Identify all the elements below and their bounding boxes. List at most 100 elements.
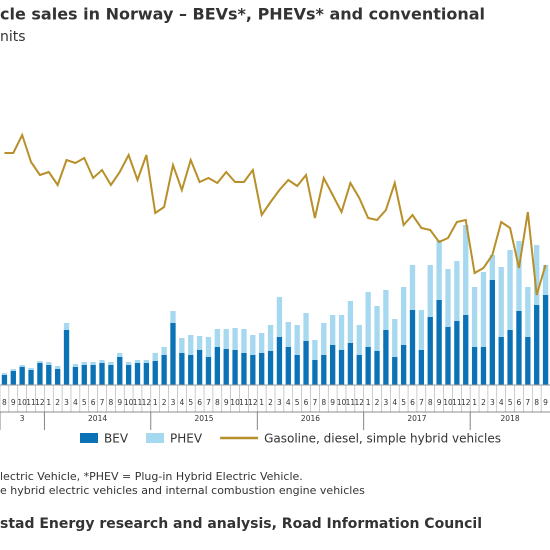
bar: [72, 367, 79, 385]
bar: [303, 313, 309, 341]
bar: [365, 347, 371, 385]
bar: [427, 317, 433, 385]
bar: [90, 365, 96, 385]
x-tick-label: 10: [443, 398, 453, 407]
bar: [427, 265, 433, 317]
x-tick-label: 6: [517, 398, 522, 407]
x-tick-label: 4: [286, 398, 291, 407]
bar: [196, 350, 203, 385]
bar: [330, 345, 336, 385]
bar: [409, 265, 416, 310]
footnote: lectric Vehicle, *PHEV = Plug-in Hybrid …: [0, 470, 303, 483]
x-tick-label: 8: [321, 398, 326, 407]
bar: [241, 353, 247, 385]
x-tick-label: 12: [142, 398, 152, 407]
bar: [480, 272, 487, 347]
bar: [285, 322, 291, 347]
bar: [117, 353, 123, 357]
x-tick-label: 8: [428, 398, 433, 407]
x-tick-label: 4: [73, 398, 78, 407]
bar: [276, 337, 283, 385]
bar: [205, 357, 212, 385]
bar: [161, 355, 167, 385]
x-tick-label: 8: [215, 398, 220, 407]
bar: [214, 347, 220, 385]
legend-label: BEV: [104, 432, 129, 446]
bar: [525, 337, 531, 385]
bar: [418, 350, 425, 385]
bar: [134, 360, 141, 363]
bar: [72, 364, 79, 367]
bar: [232, 328, 238, 350]
bar: [392, 319, 398, 357]
bar: [241, 329, 247, 353]
bar: [534, 305, 540, 385]
x-tick-label: 6: [304, 398, 309, 407]
bar: [542, 295, 549, 385]
x-tick-label: 12: [248, 398, 258, 407]
x-tick-label: 9: [543, 398, 548, 407]
legend-swatch: [80, 433, 98, 443]
bar: [63, 323, 70, 330]
bar: [81, 362, 87, 365]
bar: [170, 323, 176, 385]
bar: [516, 311, 522, 385]
x-tick-label: 6: [197, 398, 202, 407]
x-tick-label: 11: [452, 398, 462, 407]
bar: [179, 353, 185, 385]
bar: [516, 241, 522, 311]
bar: [28, 370, 34, 385]
bar: [90, 362, 96, 365]
bar: [10, 371, 16, 385]
x-tick-label: 10: [230, 398, 240, 407]
bar: [365, 292, 371, 347]
bar: [330, 315, 336, 345]
x-tick-label: 5: [401, 398, 406, 407]
x-tick-label: 7: [206, 398, 211, 407]
bar: [409, 310, 416, 385]
bar: [1, 375, 8, 385]
x-tick-label: 4: [392, 398, 397, 407]
bar: [338, 315, 345, 350]
bar: [108, 362, 114, 365]
x-tick-label: 10: [17, 398, 27, 407]
x-tick-label: 1: [153, 398, 158, 407]
legend-label: Gasoline, diesel, simple hybrid vehicles: [264, 432, 501, 446]
bar: [125, 365, 132, 385]
bar: [338, 350, 345, 385]
bar: [445, 327, 451, 385]
x-tick-label: 8: [2, 398, 7, 407]
bar: [117, 357, 123, 385]
bar: [392, 357, 398, 385]
bar: [400, 287, 407, 345]
x-tick-label: 11: [26, 398, 36, 407]
bar: [294, 355, 300, 385]
bar: [55, 366, 61, 369]
x-tick-label: 2: [375, 398, 380, 407]
bar: [383, 290, 389, 330]
x-tick-label: 7: [100, 398, 105, 407]
chart-subtitle: nits: [0, 29, 26, 45]
bar: [356, 355, 362, 385]
bar: [188, 335, 194, 355]
bar: [259, 353, 265, 385]
bar: [46, 362, 52, 365]
bar: [37, 363, 43, 385]
legend-swatch: [146, 433, 165, 443]
x-tick-label: 6: [410, 398, 415, 407]
x-tick-label: 2: [268, 398, 273, 407]
bar: [445, 269, 451, 327]
bar: [312, 340, 318, 360]
bar: [436, 300, 442, 385]
x-tick-label: 9: [11, 398, 16, 407]
bar: [152, 353, 158, 361]
x-tick-label: 5: [82, 398, 87, 407]
bar: [480, 347, 487, 385]
x-tick-label: 9: [117, 398, 122, 407]
x-tick-label: 1: [46, 398, 51, 407]
x-tick-label: 8: [108, 398, 113, 407]
bar: [259, 333, 265, 353]
bar: [436, 240, 442, 300]
x-tick-label: 10: [124, 398, 134, 407]
bar: [108, 365, 114, 385]
